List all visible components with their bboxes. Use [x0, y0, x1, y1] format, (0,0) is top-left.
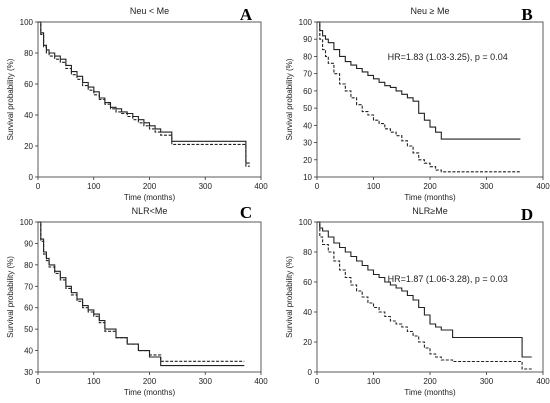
- y-tick-label: 30: [303, 139, 312, 148]
- x-tick-label: 400: [254, 377, 268, 386]
- y-tick-label: 0: [29, 173, 34, 182]
- panel-title: Neu < Me: [130, 6, 169, 16]
- survival-curve-dashed: [317, 221, 532, 370]
- panel-letter: D: [521, 205, 533, 224]
- y-tick-label: 60: [24, 80, 33, 89]
- y-axis-label: Survival probability (%): [6, 256, 15, 338]
- x-tick-label: 200: [143, 182, 157, 191]
- survival-curve-solid: [317, 21, 521, 140]
- y-tick-label: 40: [303, 308, 312, 317]
- plot-frame: [37, 21, 262, 178]
- y-tick-label: 40: [24, 111, 33, 120]
- panel-letter: A: [240, 5, 253, 24]
- panel-letter: B: [521, 5, 532, 24]
- y-tick-label: 100: [299, 218, 313, 227]
- y-tick-label: 80: [303, 248, 312, 257]
- x-tick-label: 400: [536, 377, 550, 386]
- y-tick-label: 90: [303, 35, 312, 44]
- x-tick-label: 0: [36, 377, 41, 386]
- y-tick-label: 80: [303, 52, 312, 61]
- x-tick-label: 0: [315, 182, 320, 191]
- panel-title: Neu ≥ Me: [411, 6, 450, 16]
- hazard-ratio-annotation: HR=1.87 (1.06-3.28), p = 0.03: [388, 274, 508, 284]
- y-axis-label: Survival probability (%): [6, 58, 15, 140]
- survival-curve-dashed: [317, 21, 521, 173]
- survival-curve-solid: [317, 221, 532, 358]
- y-tick-label: 80: [24, 49, 33, 58]
- x-axis-label: Time (months): [124, 388, 176, 397]
- panel-b: 0 100 200 300 400 10 20 30 40 50 60 70 80 90 100 Neu ≥ …: [285, 5, 550, 202]
- y-tick-label: 20: [303, 156, 312, 165]
- x-tick-label: 300: [199, 182, 213, 191]
- survival-curve-dashed: [38, 221, 245, 362]
- panel-title: NLR≥Me: [412, 206, 447, 216]
- x-tick-label: 300: [199, 377, 213, 386]
- y-tick-label: 70: [24, 282, 33, 291]
- y-tick-label: 40: [303, 121, 312, 130]
- survival-curve-solid: [38, 21, 250, 164]
- panel-letter: C: [240, 203, 252, 222]
- y-tick-label: 10: [303, 173, 312, 182]
- x-tick-label: 100: [367, 377, 381, 386]
- y-tick-label: 20: [24, 142, 33, 151]
- survival-curve-solid: [38, 221, 245, 367]
- x-tick-label: 200: [423, 182, 437, 191]
- y-tick-label: 60: [303, 278, 312, 287]
- y-tick-label: 40: [24, 347, 33, 356]
- y-axis-label: Survival probability (%): [285, 256, 294, 338]
- x-tick-label: 400: [254, 182, 268, 191]
- y-tick-label: 50: [303, 104, 312, 113]
- y-tick-label: 90: [24, 239, 33, 248]
- y-tick-label: 100: [299, 18, 313, 27]
- plot-frame: [316, 21, 544, 178]
- y-tick-label: 100: [20, 18, 34, 27]
- hazard-ratio-annotation: HR=1.83 (1.03-3.25), p = 0.04: [388, 52, 508, 62]
- x-tick-label: 100: [87, 377, 101, 386]
- y-axis-label: Survival probability (%): [285, 58, 294, 140]
- plot-frame: [37, 221, 262, 373]
- x-axis-label: Time (months): [404, 193, 456, 202]
- panel-c: 0 100 200 300 400 30 40 50 60 70 80 90 100 NLR<Me C Tim…: [6, 203, 268, 397]
- y-tick-label: 70: [303, 70, 312, 79]
- y-tick-label: 60: [303, 87, 312, 96]
- x-tick-label: 0: [315, 377, 320, 386]
- x-axis-label: Time (months): [124, 193, 176, 202]
- y-tick-label: 0: [308, 368, 313, 377]
- y-tick-label: 20: [303, 338, 312, 347]
- x-tick-label: 300: [480, 377, 494, 386]
- survival-curve-dashed: [38, 21, 250, 167]
- x-tick-label: 100: [367, 182, 381, 191]
- x-tick-label: 200: [143, 377, 157, 386]
- x-axis-label: Time (months): [404, 388, 456, 397]
- y-tick-label: 50: [24, 325, 33, 334]
- x-tick-label: 200: [423, 377, 437, 386]
- panel-title: NLR<Me: [132, 206, 168, 216]
- y-tick-label: 100: [20, 218, 34, 227]
- x-tick-label: 100: [87, 182, 101, 191]
- y-tick-label: 30: [24, 368, 33, 377]
- x-tick-label: 400: [536, 182, 550, 191]
- y-tick-label: 80: [24, 261, 33, 270]
- x-tick-label: 300: [480, 182, 494, 191]
- panel-a: 0 100 200 300 400 0 20 40 60 80 100 Neu < Me A Time (…: [6, 5, 268, 202]
- panel-d: 0 100 200 300 400 0 20 40 60 80 100 NLR≥Me D Time (mo…: [285, 205, 550, 397]
- x-tick-label: 0: [36, 182, 41, 191]
- y-tick-label: 60: [24, 304, 33, 313]
